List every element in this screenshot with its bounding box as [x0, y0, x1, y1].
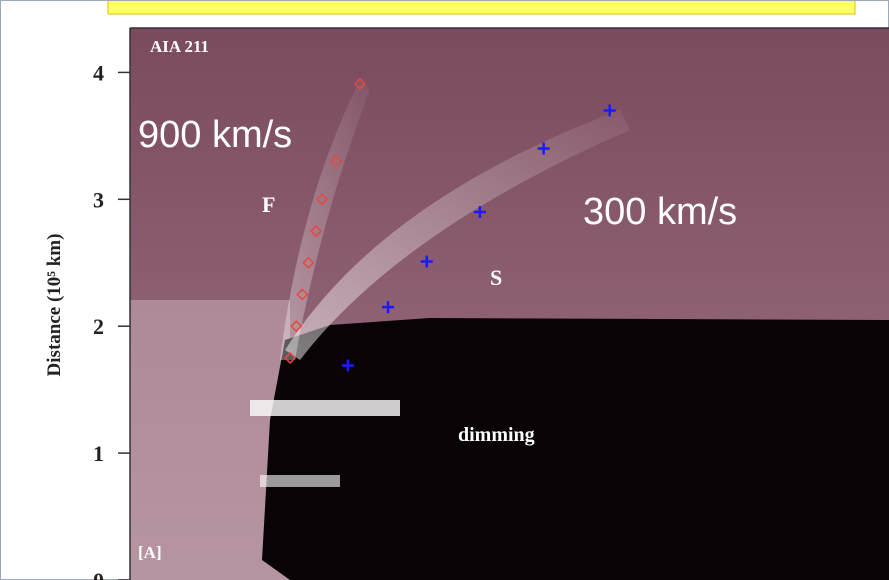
front-streak	[285, 110, 630, 360]
point	[537, 142, 550, 155]
point	[315, 193, 329, 206]
annotation: 900 km/s	[138, 114, 292, 156]
y-tick-label: 2	[93, 314, 104, 339]
point	[302, 256, 315, 269]
point	[382, 301, 395, 314]
bright-streak	[260, 475, 340, 487]
y-tick-label: 1	[93, 441, 104, 466]
point	[329, 155, 342, 168]
point	[341, 359, 354, 372]
y-tick-label: 4	[93, 60, 104, 85]
point	[603, 104, 616, 117]
point	[353, 77, 367, 90]
annotation: F	[262, 192, 275, 217]
caption-box	[107, 0, 856, 15]
point	[284, 351, 297, 364]
point	[296, 288, 309, 301]
annotation: 300 km/s	[583, 191, 737, 233]
panel-title: AIA 211	[150, 37, 209, 56]
panel-label: [A]	[138, 543, 162, 562]
y-tick-label: 3	[93, 187, 104, 212]
bright-region	[130, 300, 290, 580]
y-tick-label: 0	[93, 568, 104, 580]
y-axis-label: Distance (10⁵ km)	[44, 234, 65, 377]
point	[309, 224, 323, 238]
bright-streak	[250, 400, 400, 416]
annotation: S	[490, 265, 502, 290]
annotation: dimming	[458, 424, 535, 446]
point	[473, 206, 486, 218]
point	[420, 255, 433, 268]
point	[290, 320, 303, 333]
dimming-region	[262, 318, 889, 580]
